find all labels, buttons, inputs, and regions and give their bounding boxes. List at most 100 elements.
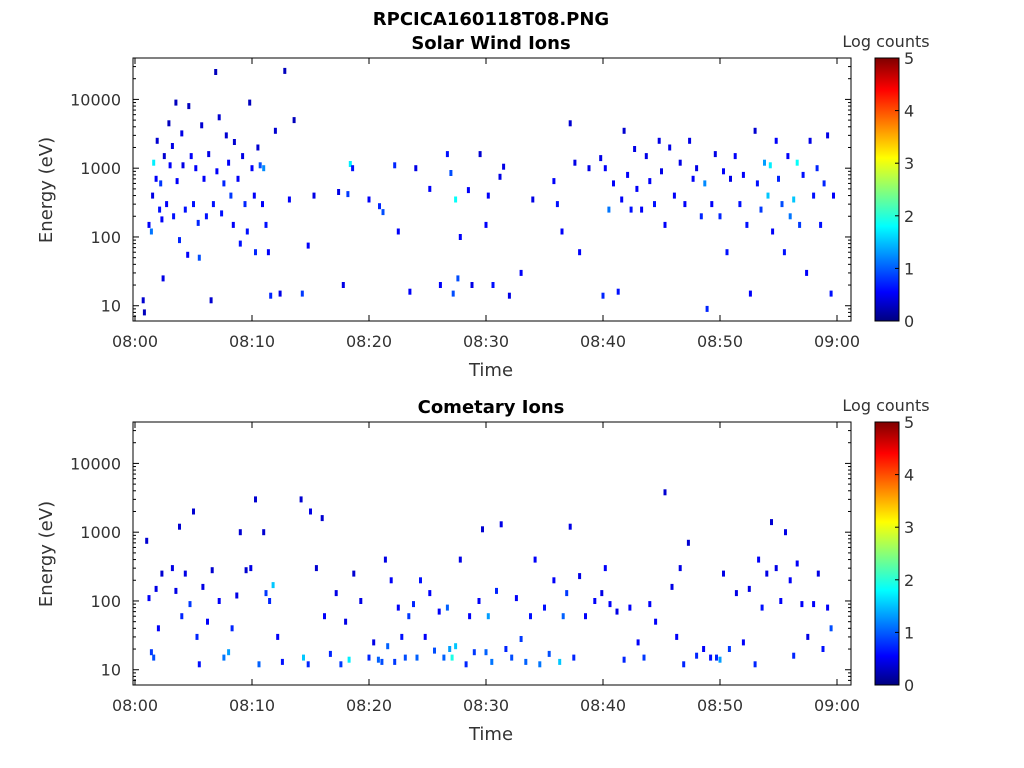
data-cell [722,168,725,175]
data-cell [826,132,830,139]
y-axis-cometary: 10 100 1000 10000 [70,421,851,686]
data-cell [271,582,275,589]
data-cell [678,159,682,166]
data-cell [454,643,458,650]
data-cell [249,565,253,572]
data-cell [178,523,181,530]
x-axis-label-solar-wind: Time [468,360,513,381]
colorbar-tick-label: 5 [904,49,914,68]
data-cell [616,288,620,295]
data-cell [801,171,805,178]
colorbar-tick-label: 4 [904,466,914,485]
data-cell [675,633,679,640]
data-cell [795,159,799,166]
x-tick-label: 08:40 [580,332,626,351]
colorbar-tick-label: 3 [904,518,914,537]
data-cell [777,175,780,182]
data-cell [603,565,607,572]
data-cell [217,114,221,121]
data-cell [709,654,713,661]
data-cell [252,192,256,199]
data-cell [491,282,495,288]
data-cell [204,213,208,220]
data-cell [220,210,224,217]
data-cell [660,168,663,175]
data-cell [748,290,752,297]
data-cell [181,162,185,169]
data-cell [339,661,343,668]
data-cell [547,650,551,657]
data-cell [481,526,484,533]
data-cell [626,171,630,178]
data-cell [230,625,234,632]
y-axis-label-solar-wind: Energy (eV) [36,137,57,243]
data-cell [196,219,200,226]
data-cell [812,601,816,608]
data-cell [695,165,699,172]
data-cell [808,137,812,144]
data-cell [389,577,393,584]
data-cell [786,153,790,160]
data-cell [209,297,213,304]
data-cell [448,646,452,652]
data-cell [352,570,356,577]
panel-title-cometary: Cometary Ions [418,397,565,418]
y-tick-label: 10 [101,297,121,316]
data-cell [472,649,476,656]
data-cell [278,290,282,297]
data-cell [211,201,215,208]
data-cell [197,254,201,261]
data-cell [628,604,632,611]
data-cell [245,228,249,235]
data-cell [727,646,731,652]
data-cell [573,159,577,166]
data-cell [231,221,235,228]
colorbar-tick-label: 4 [904,102,914,121]
colorbar-tick-label: 5 [904,413,914,432]
data-cell [715,654,718,661]
data-cell [337,189,341,195]
data-cell [189,153,193,160]
data-cell [451,290,455,297]
colorbar-tick-label: 2 [904,207,914,226]
data-cell [170,565,174,572]
data-cell [200,122,204,129]
data-cell [302,654,305,661]
y-axis-label-cometary: Energy (eV) [36,501,57,607]
colorbar-label-cometary: Log counts [842,396,929,415]
data-cell [600,590,604,597]
data-cell [821,646,825,652]
data-cell [224,132,228,139]
data-cell [145,537,149,544]
data-cell [396,604,400,611]
data-cell [572,654,576,661]
data-cell [538,661,542,668]
data-cell [312,192,316,199]
data-cell [640,206,644,213]
colorbar-tick-label: 3 [904,154,914,173]
data-cell [351,165,355,172]
data-cell [396,228,400,235]
data-cell [753,127,757,134]
x-tick-label: 09:00 [814,332,860,351]
data-cell [529,613,532,620]
data-cell [663,489,667,496]
data-cell [280,658,284,665]
data-cell [832,192,835,199]
data-cell [250,165,254,172]
data-cell [227,649,231,656]
data-cell [168,162,172,169]
plot-area-solar-wind [132,57,852,322]
data-cell [175,178,179,185]
data-cell [147,595,151,602]
data-cell [587,165,591,172]
data-cell [695,652,699,659]
x-tick-label: 08:40 [580,696,626,715]
data-cell [197,661,201,668]
x-tick-label: 08:00 [112,696,158,715]
data-cell [792,196,796,203]
data-cell [241,153,245,160]
data-cell [419,577,422,584]
data-cell [415,654,419,661]
data-cell [227,159,231,166]
